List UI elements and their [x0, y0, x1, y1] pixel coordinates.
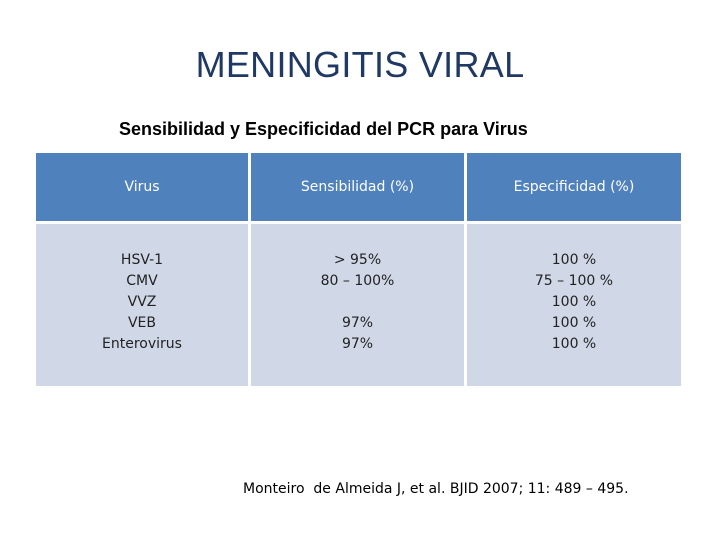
- sensibilidad-cell: > 95%: [333, 252, 382, 268]
- header-especificidad: Especificidad (%): [467, 153, 681, 221]
- especificidad-cell: 100 %: [551, 315, 597, 331]
- virus-cell: HSV-1: [120, 252, 164, 268]
- sensibilidad-column: > 95% 80 – 100% 97% 97%: [251, 224, 464, 386]
- citation: Monteiro de Almeida J, et al. BJID 2007;…: [243, 481, 629, 497]
- virus-cell: CMV: [126, 273, 158, 289]
- pcr-table: Virus Sensibilidad (%) Especificidad (%)…: [36, 153, 681, 386]
- virus-cell: VVZ: [127, 294, 157, 310]
- sensibilidad-cell: 97%: [341, 336, 374, 352]
- especificidad-column: 100 % 75 – 100 % 100 % 100 % 100 %: [467, 224, 681, 386]
- slide-title: MENINGITIS VIRAL: [195, 44, 525, 85]
- virus-cell: Enterovirus: [102, 336, 182, 352]
- slide-subtitle: Sensibilidad y Especificidad del PCR par…: [119, 119, 528, 139]
- especificidad-cell: 75 – 100 %: [534, 273, 614, 289]
- especificidad-cell: 100 %: [551, 252, 597, 268]
- header-sensibilidad: Sensibilidad (%): [251, 153, 464, 221]
- sensibilidad-cell: 80 – 100%: [320, 273, 395, 289]
- header-virus: Virus: [36, 153, 248, 221]
- especificidad-cell: 100 %: [551, 294, 597, 310]
- virus-cell: VEB: [127, 315, 157, 331]
- sensibilidad-cell: 97%: [341, 315, 374, 331]
- virus-column: HSV-1 CMV VVZ VEB Enterovirus: [36, 224, 248, 386]
- especificidad-cell: 100 %: [551, 336, 597, 352]
- sensibilidad-cell: [251, 292, 464, 313]
